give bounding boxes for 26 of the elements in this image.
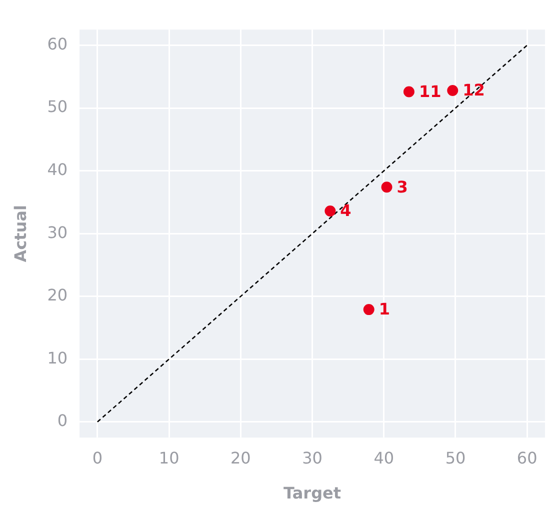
point xyxy=(324,206,336,217)
y-tick-label: 30 xyxy=(47,222,68,242)
annotation: 3 xyxy=(396,177,408,196)
point xyxy=(447,84,458,96)
y-tick-label: 20 xyxy=(47,286,68,305)
y-tick-label: 60 xyxy=(47,34,68,54)
point xyxy=(381,182,392,193)
y-tick-label: 50 xyxy=(47,97,68,116)
y-axis-title: Actual xyxy=(10,205,30,262)
x-tick-label: 50 xyxy=(445,448,466,468)
x-tick-label: 20 xyxy=(230,448,251,468)
x-tick-label: 60 xyxy=(516,448,538,468)
annotation: 1 xyxy=(378,300,390,319)
x-axis-title: Target xyxy=(284,484,342,503)
annotation: 12 xyxy=(462,80,485,100)
point xyxy=(363,304,374,316)
x-tick-label: 30 xyxy=(302,448,322,468)
point xyxy=(403,86,414,98)
x-tick-label: 40 xyxy=(374,448,394,468)
x-tick-label: 0 xyxy=(92,448,103,468)
x-tick-label: 10 xyxy=(158,448,180,468)
annotation: 4 xyxy=(340,201,352,220)
annotation: 11 xyxy=(418,82,442,101)
y-tick-label: 40 xyxy=(47,160,68,179)
y-tick-label: 0 xyxy=(57,411,68,430)
y-tick-label: 10 xyxy=(47,348,68,368)
